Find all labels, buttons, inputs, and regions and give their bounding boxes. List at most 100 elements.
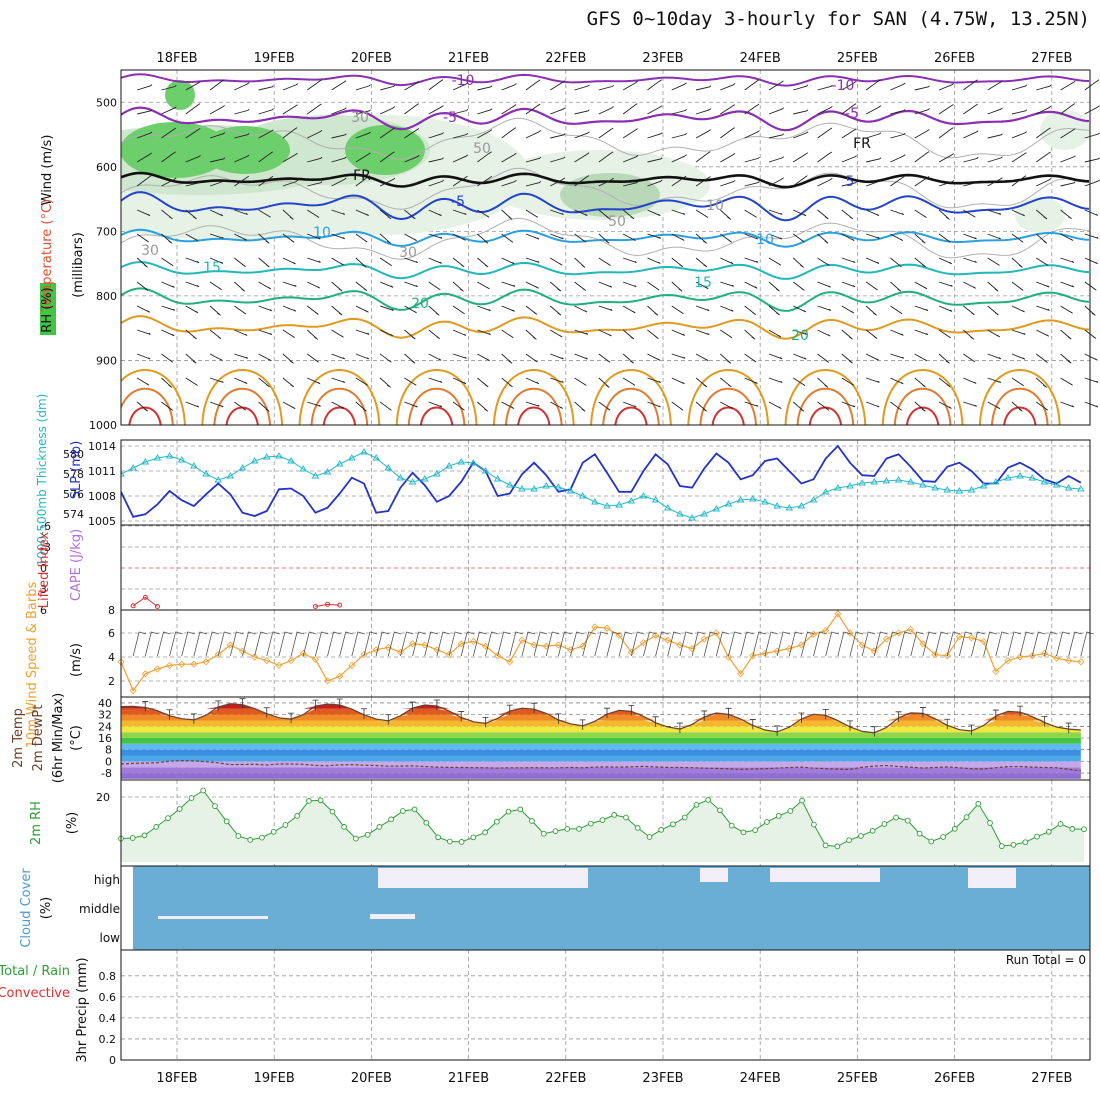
wind-barb: [379, 329, 394, 337]
wind-barb: [1036, 105, 1052, 115]
wind-barb: [890, 154, 906, 163]
wind-barb: [768, 177, 784, 187]
wind-barb: [501, 83, 517, 91]
thickness-point: [651, 496, 660, 503]
wind-barb: [331, 156, 347, 163]
wind-barb: [1084, 179, 1100, 187]
contour-label: -10: [832, 78, 855, 94]
wind-barb: [477, 353, 490, 362]
wind-barb: [452, 209, 467, 215]
wind-barb: [1035, 233, 1048, 244]
contour-label: 50: [473, 141, 491, 157]
temp-tick: 0: [105, 755, 112, 768]
wind-barb: [598, 305, 613, 311]
wind-barb: [623, 181, 639, 187]
wind-barb: [598, 84, 615, 91]
wind-barb: [550, 177, 566, 187]
date-label-bottom: 25FEB: [837, 1071, 878, 1086]
rh-point: [1010, 841, 1017, 848]
li-point: [312, 604, 318, 609]
wind-barb: [550, 209, 564, 215]
temp-minmax-bar: [385, 714, 392, 725]
upper-air-plot: [121, 73, 1090, 425]
wind-barb: [452, 175, 468, 187]
wind-barb: [914, 353, 928, 362]
slp-tick: 1014: [88, 440, 116, 453]
wind-barb: [768, 107, 785, 115]
wind-barb: [1036, 329, 1050, 337]
wind-barb: [258, 353, 272, 361]
wind-barb: [404, 209, 416, 220]
wind-10m-barb: [254, 631, 268, 657]
wind-barb: [355, 233, 368, 243]
wind-10m-barb: [679, 631, 694, 657]
wind-barb: [695, 129, 711, 139]
wind-10m-barb: [740, 631, 754, 657]
wind-barb: [282, 281, 297, 287]
temp-tick: 32: [98, 709, 112, 722]
temperature-axis-label: Temperature (°C): [40, 199, 55, 312]
rh-point: [658, 826, 665, 833]
wind-barb: [404, 154, 420, 163]
wind-barb: [744, 79, 760, 91]
wind-barb: [306, 79, 322, 91]
wind-barb: [963, 79, 978, 91]
wind-barb: [793, 109, 809, 115]
wind-tick: 4: [108, 651, 115, 664]
chart-title: GFS 0~10day 3-hourly for SAN (4.75W, 13.…: [586, 8, 1090, 30]
rh-contour-line: [121, 217, 1090, 260]
date-label-bottom: 18FEB: [156, 1071, 197, 1086]
temp-color-band: [121, 773, 1081, 779]
rh-point: [869, 827, 876, 834]
wind-barb: [404, 305, 417, 314]
wind-barb: [963, 233, 977, 240]
rh-point: [1034, 833, 1040, 840]
wind-speed-point: [1004, 657, 1012, 665]
temp-minmax-bar: [312, 699, 319, 711]
wind-barb: [161, 233, 173, 244]
thickness-point: [153, 454, 162, 461]
wind-barb: [185, 233, 199, 242]
wind-barb: [671, 377, 685, 385]
wind-speed-point: [481, 642, 490, 650]
rh-point: [353, 835, 359, 842]
rh-point: [1081, 826, 1087, 833]
thickness-point: [445, 462, 453, 469]
temp-minmax-bar: [992, 709, 999, 721]
wind-barb: [695, 209, 709, 218]
contour-label: 30: [141, 243, 159, 259]
wind-barb: [695, 305, 710, 312]
wind-speed-point: [664, 636, 672, 644]
panel-frame-upper-air: [120, 69, 1091, 426]
cape-axis-label: CAPE (J/kg): [69, 529, 84, 601]
wind-barb: [136, 209, 151, 217]
wind-barb: [550, 80, 566, 91]
wind-10m-barb: [825, 631, 839, 657]
convective-axis-label: Convective: [0, 986, 70, 1001]
wind-barb: [550, 133, 566, 139]
wind-speed-point: [980, 637, 988, 645]
wind-barb: [258, 209, 271, 218]
rh-point: [904, 817, 911, 824]
wind-barb: [792, 281, 805, 291]
temp-minmax-bar: [871, 726, 878, 737]
temp-minmax-bar: [166, 709, 173, 720]
wind-barb: [501, 209, 513, 220]
wind-10m-barb: [436, 631, 451, 657]
thickness-point: [360, 448, 368, 455]
thickness-point: [129, 464, 137, 471]
li-axis-label: Lifted Index: [37, 531, 52, 608]
wind-barb: [963, 156, 979, 163]
wind-10m-barb: [169, 631, 183, 657]
rh-point: [599, 817, 606, 823]
wind-barb: [841, 103, 857, 115]
wind-barb: [550, 401, 563, 409]
wind-barb: [1036, 257, 1049, 266]
temp-minmax-bar: [676, 722, 683, 734]
wind-barb: [914, 176, 930, 187]
rh2m-axis-label: 2m RH: [29, 801, 44, 845]
wind-barb: [161, 177, 177, 187]
wind-speed-point: [931, 651, 939, 659]
date-label-top: 27FEB: [1031, 51, 1072, 66]
wind-10m-barb: [1007, 631, 1022, 657]
